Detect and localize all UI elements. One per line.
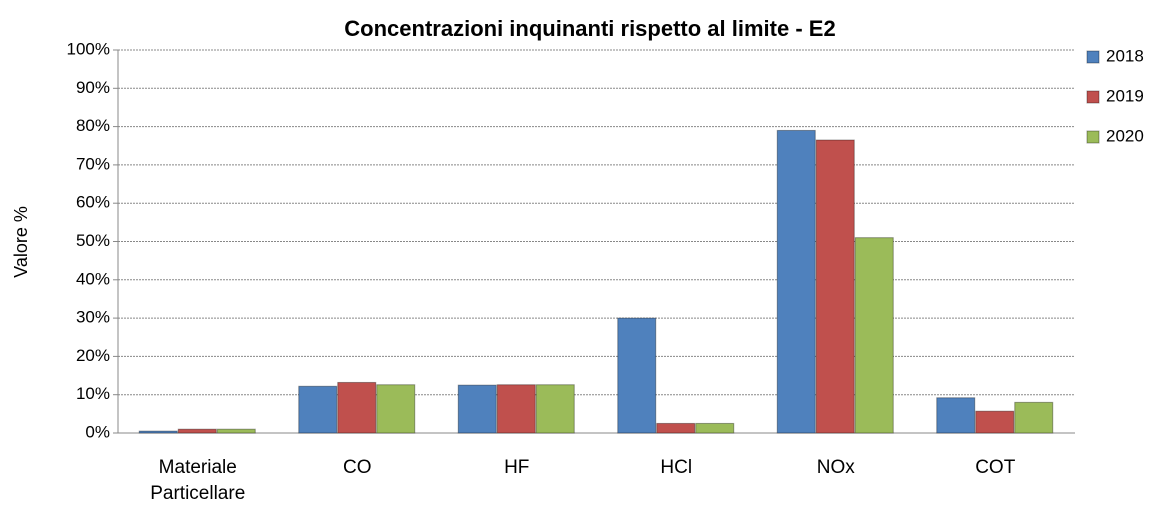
y-tick-label: 90% <box>76 78 110 97</box>
x-tick-label: COT <box>975 457 1016 478</box>
bar <box>695 422 735 434</box>
bar <box>656 422 696 434</box>
bar <box>457 384 497 434</box>
y-tick-label: 100% <box>67 39 110 58</box>
y-tick-label: 80% <box>76 116 110 135</box>
bar <box>298 385 338 434</box>
chart-title: Concentrazioni inquinanti rispetto al li… <box>344 16 835 41</box>
bar <box>776 129 816 434</box>
bar <box>936 397 976 434</box>
bar <box>376 384 416 434</box>
bar <box>975 410 1015 434</box>
legend-swatch <box>1086 130 1100 144</box>
bar <box>535 384 575 434</box>
y-tick-label: 50% <box>76 231 110 250</box>
bar <box>337 381 377 434</box>
y-tick-label: 30% <box>76 308 110 327</box>
bar <box>496 384 536 434</box>
x-tick-label: HF <box>504 457 530 478</box>
y-tick-label: 60% <box>76 193 110 212</box>
bar <box>216 428 256 434</box>
bar <box>138 430 178 434</box>
legend-label: 2020 <box>1106 126 1144 145</box>
bar <box>854 237 894 434</box>
x-tick-label: Materiale Particellare <box>150 457 246 504</box>
legend-label: 2018 <box>1106 46 1144 65</box>
legend-swatch <box>1086 50 1100 64</box>
y-axis-label: Valore % <box>11 206 31 278</box>
legend-label: 2019 <box>1106 86 1144 105</box>
y-tick-label: 70% <box>76 154 110 173</box>
bar <box>815 139 855 434</box>
y-tick-label: 20% <box>76 346 110 365</box>
y-tick-label: 40% <box>76 269 110 288</box>
legend-swatch <box>1086 90 1100 104</box>
bar <box>177 428 217 434</box>
y-tick-label: 0% <box>85 422 110 441</box>
x-tick-label: NOx <box>816 457 855 478</box>
y-tick-label: 10% <box>76 384 110 403</box>
x-tick-label: CO <box>343 457 372 478</box>
x-tick-label: HCl <box>660 457 693 478</box>
bar <box>1014 401 1054 434</box>
bar <box>617 317 657 434</box>
